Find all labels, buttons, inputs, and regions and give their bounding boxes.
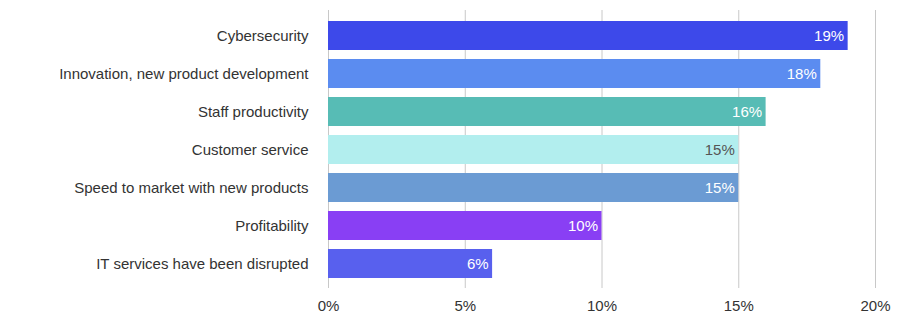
svg-text:Customer service: Customer service — [192, 141, 309, 158]
svg-text:10%: 10% — [587, 297, 617, 314]
svg-text:5%: 5% — [454, 297, 476, 314]
svg-text:0%: 0% — [318, 297, 340, 314]
svg-text:6%: 6% — [467, 255, 489, 272]
svg-text:Staff productivity: Staff productivity — [198, 103, 309, 120]
svg-text:15%: 15% — [724, 297, 754, 314]
svg-text:10%: 10% — [568, 217, 598, 234]
svg-text:20%: 20% — [860, 297, 890, 314]
svg-text:16%: 16% — [732, 103, 762, 120]
svg-text:Cybersecurity: Cybersecurity — [217, 27, 309, 44]
svg-text:Innovation, new product develo: Innovation, new product development — [59, 65, 309, 82]
svg-text:19%: 19% — [814, 27, 844, 44]
svg-text:Speed to market with new produ: Speed to market with new products — [74, 179, 308, 196]
svg-text:18%: 18% — [787, 65, 817, 82]
svg-text:Profitability: Profitability — [235, 217, 309, 234]
svg-text:15%: 15% — [705, 141, 735, 158]
svg-text:15%: 15% — [705, 179, 735, 196]
svg-text:IT services have been disrupte: IT services have been disrupted — [96, 255, 308, 272]
